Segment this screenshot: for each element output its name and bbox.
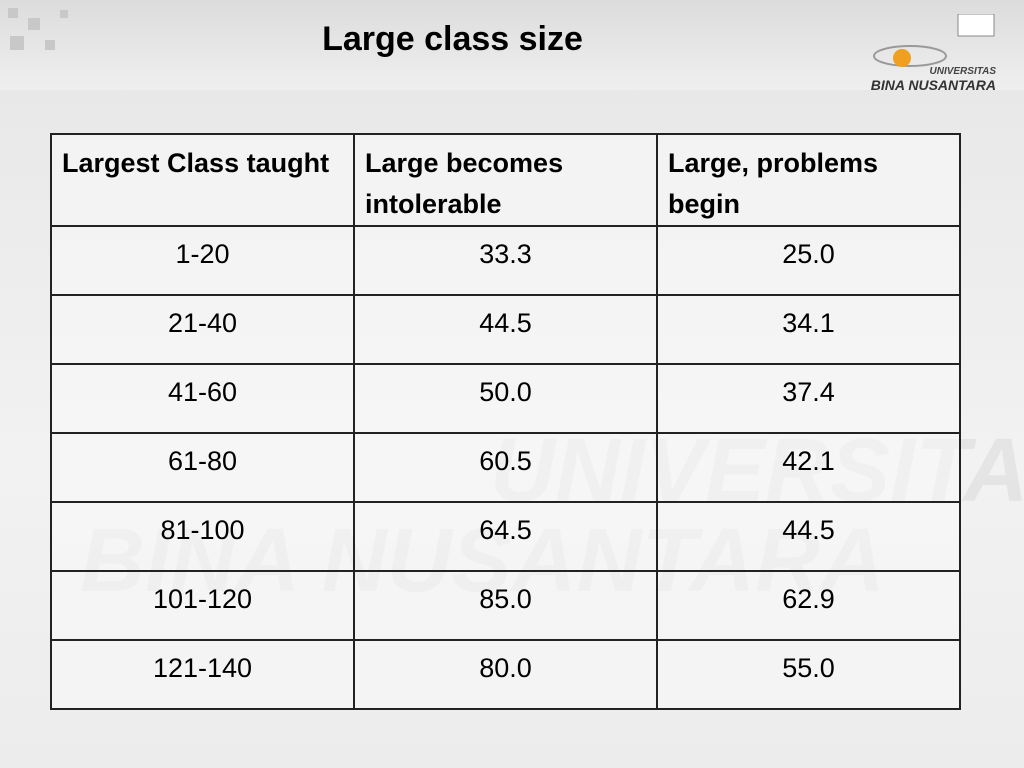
- table-cell: 121-140: [50, 639, 355, 710]
- table-cell: 64.5: [353, 501, 658, 572]
- table-row: 101-120 85.0 62.9: [50, 570, 961, 641]
- logo-text: BINA NUSANTARA: [870, 77, 996, 93]
- column-header: Large becomes intolerable: [353, 133, 658, 227]
- table-cell: 44.5: [353, 294, 658, 365]
- table-cell: 101-120: [50, 570, 355, 641]
- column-header: Large, problems begin: [656, 133, 961, 227]
- logo-orbit: [873, 45, 947, 67]
- table-cell: 1-20: [50, 225, 355, 296]
- table-cell: 80.0: [353, 639, 658, 710]
- logo: UNIVERSITAS BINA NUSANTARA: [860, 13, 1010, 94]
- table-cell: 42.1: [656, 432, 961, 503]
- decor: [8, 8, 18, 18]
- table-row: 41-60 50.0 37.4: [50, 363, 961, 434]
- slide-title: Large class size: [322, 20, 583, 58]
- logo-mark: [873, 13, 995, 67]
- table-cell: 34.1: [656, 294, 961, 365]
- table-cell: 81-100: [50, 501, 355, 572]
- table-cell: 62.9: [656, 570, 961, 641]
- logo-badge: [957, 13, 995, 37]
- table-cell: 25.0: [656, 225, 961, 296]
- logo-text: UNIVERSITAS: [929, 66, 997, 77]
- data-table: Largest Class taught Large becomes intole…: [50, 133, 961, 710]
- table-cell: 50.0: [353, 363, 658, 434]
- decor: [45, 40, 55, 50]
- table-cell: 37.4: [656, 363, 961, 434]
- header-band: [0, 0, 1024, 90]
- table-cell: 85.0: [353, 570, 658, 641]
- decor: [10, 36, 24, 50]
- table-row: 61-80 60.5 42.1: [50, 432, 961, 503]
- table-cell: 60.5: [353, 432, 658, 503]
- table-cell: 61-80: [50, 432, 355, 503]
- table-row: 1-20 33.3 25.0: [50, 225, 961, 296]
- decor: [28, 18, 40, 30]
- table-cell: 44.5: [656, 501, 961, 572]
- table-cell: 21-40: [50, 294, 355, 365]
- table-body: 1-20 33.3 25.0 21-40 44.5 34.1 41-60 50.0 37.4 61…: [50, 225, 961, 710]
- table-row: 81-100 64.5 44.5: [50, 501, 961, 572]
- header-row: Largest Class taught Large becomes intole…: [50, 133, 961, 227]
- table-row: 21-40 44.5 34.1: [50, 294, 961, 365]
- table-row: 121-140 80.0 55.0: [50, 639, 961, 710]
- table-cell: 33.3: [353, 225, 658, 296]
- logo-sun: [893, 49, 911, 67]
- table-cell: 41-60: [50, 363, 355, 434]
- column-header: Largest Class taught: [50, 133, 355, 227]
- decor: [60, 10, 68, 18]
- table-cell: 55.0: [656, 639, 961, 710]
